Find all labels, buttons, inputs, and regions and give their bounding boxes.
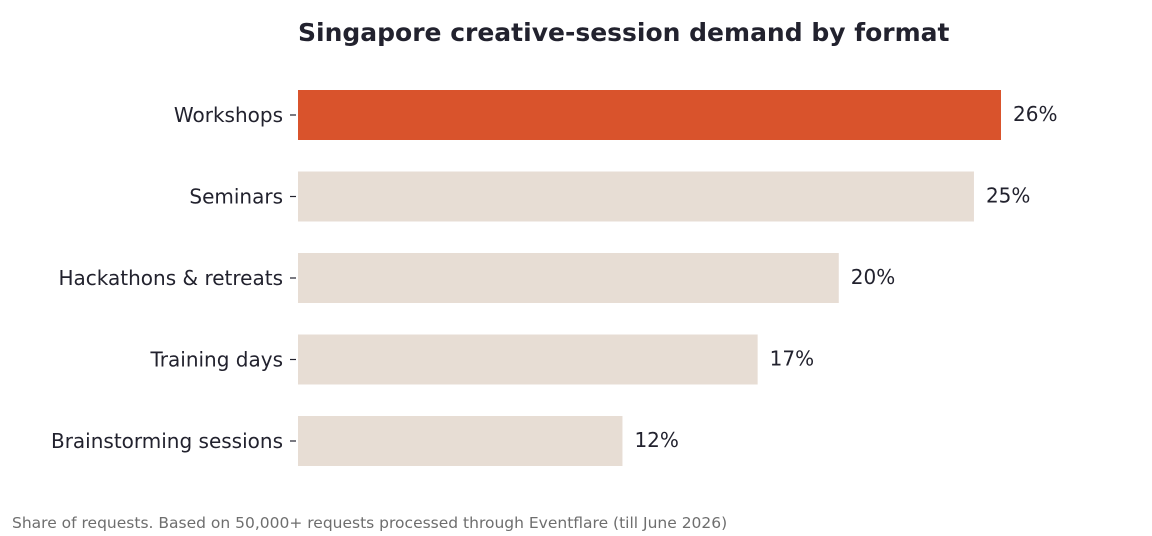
value-label-3: 17%	[770, 347, 814, 371]
bar-0	[298, 90, 1001, 140]
value-label-4: 12%	[634, 428, 678, 452]
value-label-2: 20%	[851, 265, 895, 289]
category-label-2: Hackathons & retreats	[59, 266, 283, 290]
category-label-0: Workshops	[174, 103, 283, 127]
bar-1	[298, 171, 974, 222]
value-label-0: 26%	[1013, 102, 1057, 126]
bar-3	[298, 334, 758, 385]
bar-2	[298, 253, 839, 303]
category-label-4: Brainstorming sessions	[51, 429, 283, 453]
chart-footnote: Share of requests. Based on 50,000+ requ…	[12, 514, 728, 532]
category-label-3: Training days	[150, 348, 283, 372]
chart-title: Singapore creative-session demand by for…	[298, 18, 950, 47]
bar-4	[298, 416, 623, 466]
value-label-1: 25%	[986, 184, 1030, 208]
category-label-1: Seminars	[189, 185, 283, 209]
